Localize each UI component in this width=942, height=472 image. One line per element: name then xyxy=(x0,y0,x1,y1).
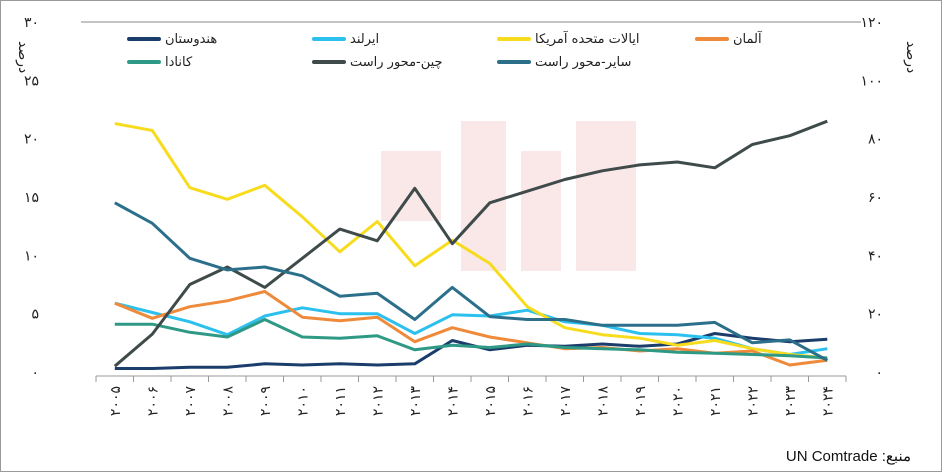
y-axis-label-right: درصد xyxy=(903,41,919,73)
x-tick-label: ۲۰۱۷ xyxy=(558,386,574,417)
x-tick-label: ۲۰۱۹ xyxy=(633,386,649,416)
x-tick-label: ۲۰۲۳ xyxy=(783,386,799,417)
y-tick-left: ۵ xyxy=(31,307,39,323)
legend-item: آلمان xyxy=(695,30,763,47)
x-tick-label: ۲۰۰۹ xyxy=(258,386,274,416)
series-line xyxy=(114,122,828,360)
y-tick-right: ۴۰ xyxy=(868,248,883,264)
x-tick-label: ۲۰۱۸ xyxy=(595,386,611,417)
y-tick-left: ۱۰ xyxy=(24,248,39,264)
x-tick-label: ۲۰۲۴ xyxy=(820,386,836,416)
y-axis-label-left: درصد xyxy=(15,41,31,73)
series-line xyxy=(114,301,828,356)
x-tick-label: ۲۰۱۴ xyxy=(445,386,461,416)
legend-label: سایر-محور راست xyxy=(535,55,631,70)
x-tick-label: ۲۰۱۱ xyxy=(333,386,349,416)
y-tick-right: ۱۰۰ xyxy=(860,73,883,89)
x-tick-label: ۲۰۱۵ xyxy=(483,386,499,416)
y-tick-right: ۸۰ xyxy=(868,132,883,148)
y-tick-right: ۱۲۰ xyxy=(860,15,883,31)
legend-item: هندوستان xyxy=(127,32,217,47)
y-tick-left: ۱۵ xyxy=(24,190,39,206)
legend-item: ایرلند xyxy=(312,32,379,47)
legend-item: چین-محور راست xyxy=(312,55,443,70)
x-tick-label: ۲۰۲۱ xyxy=(708,386,724,416)
legend-label: ایالات متحده آمریکا xyxy=(535,30,640,47)
y-tick-left: ۲۵ xyxy=(24,73,39,89)
x-tick-label: ۲۰۱۰ xyxy=(295,386,311,416)
legend-label: کانادا xyxy=(165,55,193,70)
legend-label: آلمان xyxy=(733,30,763,47)
series-line xyxy=(114,201,829,362)
source-note: منبع: UN Comtrade xyxy=(785,448,911,465)
y-tick-left: ۰ xyxy=(31,365,39,381)
y-tick-right: ۲۰ xyxy=(868,307,883,323)
x-tick-label: ۲۰۲۲ xyxy=(745,386,761,416)
legend-label: ایرلند xyxy=(350,32,379,47)
y-tick-right: ۶۰ xyxy=(868,190,883,206)
y-tick-left: ۳۰ xyxy=(24,15,39,31)
x-tick-label: ۲۰۰۸ xyxy=(220,386,236,417)
legend-item: کانادا xyxy=(127,55,193,70)
y-tick-right: ۰ xyxy=(875,365,883,381)
x-tick-label: ۲۰۰۷ xyxy=(183,386,199,417)
x-tick-label: ۲۰۲۰ xyxy=(670,386,686,416)
y-tick-left: ۲۰ xyxy=(24,132,39,148)
x-tick-label: ۲۰۱۲ xyxy=(370,386,386,416)
legend-label: چین-محور راست xyxy=(350,55,443,70)
watermark-logo xyxy=(381,121,636,271)
legend-label: هندوستان xyxy=(165,32,217,47)
series-line xyxy=(114,318,828,360)
x-tick-label: ۲۰۰۵ xyxy=(108,386,124,416)
x-tick-label: ۲۰۰۶ xyxy=(145,386,161,416)
x-tick-label: ۲۰۱۶ xyxy=(520,386,536,416)
x-tick-label: ۲۰۱۳ xyxy=(408,386,424,417)
legend-item: ایالات متحده آمریکا xyxy=(497,30,640,47)
legend-item: سایر-محور راست xyxy=(497,55,631,70)
